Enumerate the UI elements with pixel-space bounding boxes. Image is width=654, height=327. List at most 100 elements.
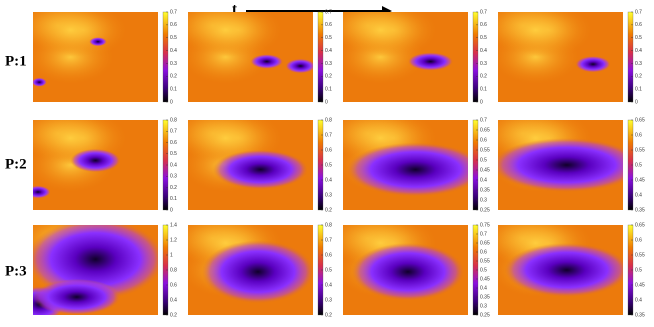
heatmap-blob [498, 138, 623, 192]
heatmap [343, 12, 468, 102]
heatmap-blob [504, 243, 623, 297]
colorbar-tick-label: 0.5 [325, 267, 332, 273]
colorbar-tick-label: 0.4 [480, 48, 487, 54]
colorbar-tick-label: 0.4 [170, 162, 177, 168]
heatmap-blob [201, 240, 313, 304]
heatmap [188, 225, 313, 315]
row-label: P:2 [5, 156, 27, 172]
colorbar-tick-label: 0.4 [635, 192, 642, 198]
colorbar-tick-label: 0.65 [635, 117, 645, 123]
colorbar-tick-label: 0.6 [635, 22, 642, 28]
heatmap [498, 12, 623, 102]
colorbar-tick-label: 0.5 [480, 267, 487, 273]
colorbar-tick-label: 0.3 [480, 197, 487, 203]
colorbar [472, 119, 479, 211]
colorbar-tick-label: 0.55 [480, 258, 490, 264]
heatmap-glow [343, 12, 425, 57]
colorbar-tick-label: 0.65 [480, 127, 490, 133]
colorbar-tick-label: 0 [325, 99, 328, 105]
colorbar-tick-label: 0.3 [170, 174, 177, 180]
colorbar-tick-label: 0.65 [480, 240, 490, 246]
heatmap-blob [33, 77, 47, 87]
heatmap-glow [188, 12, 270, 57]
colorbar-tick-label: 0.4 [480, 285, 487, 291]
colorbar-tick-label: 0.7 [325, 237, 332, 243]
colorbar-tick-label: 0.5 [170, 35, 177, 41]
colorbar-tick-label: 0.4 [170, 297, 177, 303]
colorbar-tick-label: 0.1 [480, 86, 487, 92]
colorbar-tick-label: 0.5 [325, 162, 332, 168]
colorbar-tick-label: 0.5 [325, 35, 332, 41]
colorbar-tick-label: 0.7 [325, 132, 332, 138]
colorbar-tick-label: 0.35 [480, 294, 490, 300]
colorbar-tick-label: 0.55 [635, 252, 645, 258]
colorbar-tick-label: 0.6 [325, 252, 332, 258]
colorbar-tick-label: 0.6 [170, 22, 177, 28]
colorbar-tick-label: 0.1 [170, 86, 177, 92]
heatmap [343, 120, 468, 210]
colorbar-tick-label: 0.35 [635, 312, 645, 318]
colorbar-tick-label: 0.6 [325, 147, 332, 153]
colorbar-tick-label: 0.4 [480, 177, 487, 183]
colorbar-tick-label: 0.5 [480, 157, 487, 163]
colorbar-tick-label: 0.7 [480, 231, 487, 237]
colorbar-tick-label: 0.1 [635, 86, 642, 92]
colorbar-tick-label: 0.45 [480, 276, 490, 282]
colorbar-tick-label: 0.55 [480, 147, 490, 153]
heatmap-blob [89, 37, 107, 47]
colorbar-tick-label: 0.7 [635, 9, 642, 15]
heatmap-blob [351, 242, 465, 301]
colorbar [162, 11, 169, 103]
colorbar-tick-label: 0 [635, 99, 638, 105]
heatmap-blob [33, 185, 51, 199]
colorbar-tick-label: 0.8 [170, 117, 177, 123]
colorbar-tick-label: 0.5 [635, 162, 642, 168]
heatmap-blob [408, 52, 453, 71]
colorbar-tick-label: 0.3 [480, 61, 487, 67]
colorbar-tick-label: 0.3 [325, 297, 332, 303]
colorbar-tick-label: 0.4 [635, 297, 642, 303]
colorbar [317, 11, 324, 103]
row-label: P:3 [5, 263, 27, 279]
colorbar-tick-label: 0.3 [635, 61, 642, 67]
colorbar-tick-label: 0.25 [480, 312, 490, 318]
colorbar-tick-label: 0.4 [325, 177, 332, 183]
colorbar-tick-label: 0.45 [480, 167, 490, 173]
colorbar-tick-label: 0.6 [325, 22, 332, 28]
colorbar-tick-label: 0.3 [325, 192, 332, 198]
colorbar-tick-label: 0.6 [480, 137, 487, 143]
colorbar-tick-label: 0.3 [325, 61, 332, 67]
heatmap-glow [498, 12, 580, 57]
colorbar-tick-label: 0.4 [635, 48, 642, 54]
colorbar-tick-label: 0.6 [635, 237, 642, 243]
heatmap-blob [33, 279, 121, 315]
colorbar-tick-label: 0.6 [480, 22, 487, 28]
colorbar [627, 11, 634, 103]
colorbar-tick-label: 0.5 [170, 151, 177, 157]
colorbar-tick-label: 0.2 [480, 74, 487, 80]
heatmap [33, 12, 158, 102]
colorbar-tick-label: 1.2 [170, 237, 177, 243]
colorbar-tick-label: 1.4 [170, 222, 177, 228]
colorbar-tick-label: 0.4 [325, 282, 332, 288]
heatmap-glow [33, 12, 115, 57]
heatmap-blob [285, 58, 313, 74]
colorbar-tick-label: 0.55 [635, 147, 645, 153]
heatmap [498, 225, 623, 315]
colorbar-tick-label: 0.5 [635, 35, 642, 41]
colorbar-tick-label: 0.6 [170, 140, 177, 146]
heatmap-blob [70, 148, 121, 173]
heatmap-blob [346, 142, 468, 197]
colorbar-tick-label: 0.4 [325, 48, 332, 54]
colorbar-tick-label: 0.8 [325, 222, 332, 228]
colorbar-tick-label: 0.6 [480, 249, 487, 255]
heatmap [343, 225, 468, 315]
colorbar-tick-label: 0.2 [325, 74, 332, 80]
colorbar-tick-label: 0.1 [170, 196, 177, 202]
colorbar-tick-label: 0.6 [170, 282, 177, 288]
heatmap-blob [250, 54, 283, 69]
colorbar-tick-label: 0.2 [325, 207, 332, 213]
heatmap-blob [575, 56, 611, 73]
colorbar [472, 11, 479, 103]
colorbar-tick-label: 0.7 [170, 9, 177, 15]
